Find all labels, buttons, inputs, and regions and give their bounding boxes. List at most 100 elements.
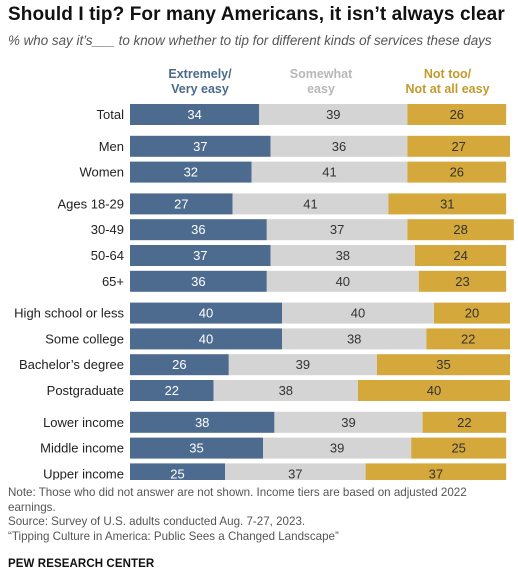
data-label-not-easy-upper-income: 37 <box>429 466 443 480</box>
bar-very-easy-upper-income <box>130 463 225 480</box>
data-label-very-easy-50-64: 37 <box>193 248 207 263</box>
legend-somewhat-easy-line1: Somewhat <box>289 67 353 81</box>
bar-somewhat-easy-total <box>259 104 408 125</box>
bar-somewhat-easy-bachelor-s-degree <box>228 354 377 376</box>
source-text: Source: Survey of U.S. adults conducted … <box>8 515 306 528</box>
bar-not-easy-some-college <box>426 328 510 350</box>
bar-very-easy-women <box>130 161 252 183</box>
category-label-some-college: Some college <box>45 331 124 346</box>
category-label-50-64: 50-64 <box>91 248 124 263</box>
legend-not-easy-line1: Not too/ <box>423 67 472 81</box>
bar-very-easy-bachelor-s-degree <box>130 354 229 376</box>
bar-somewhat-easy-50-64 <box>270 245 415 266</box>
bar-somewhat-easy-postgraduate <box>213 380 358 401</box>
bar-very-easy-30-49 <box>130 219 267 241</box>
bar-not-easy-upper-income <box>365 463 507 480</box>
chart-subtitle: % who say it’s___ to know whether to tip… <box>8 33 492 48</box>
category-label-bachelor-s-degree: Bachelor’s degree <box>19 357 124 372</box>
bar-very-easy-lower-income <box>130 411 275 433</box>
legend-not-easy: Not too/ Not at all easy <box>385 67 510 97</box>
bar-very-easy-high-school-or-less <box>130 302 282 324</box>
legend-very-easy-line1: Extremely/ <box>168 67 232 81</box>
data-label-not-easy-some-college: 22 <box>461 331 475 346</box>
bar-very-easy-men <box>130 135 271 157</box>
data-label-very-easy-bachelor-s-degree: 26 <box>172 357 186 372</box>
chart-title: Should I tip? For many Americans, it isn… <box>8 4 505 25</box>
category-label-30-49: 30-49 <box>91 222 124 237</box>
bar-not-easy-postgraduate <box>358 380 510 401</box>
category-label-65: 65+ <box>102 274 124 289</box>
data-label-very-easy-30-49: 36 <box>191 222 205 237</box>
data-label-somewhat-easy-women: 41 <box>322 165 336 180</box>
data-label-somewhat-easy-65: 40 <box>336 274 350 289</box>
bar-somewhat-easy-middle-income <box>263 437 412 459</box>
data-label-somewhat-easy-lower-income: 39 <box>341 415 355 430</box>
category-label-men: Men <box>99 139 124 154</box>
data-label-not-easy-50-64: 24 <box>453 248 467 263</box>
bar-somewhat-easy-ages-18-29 <box>232 193 389 215</box>
bar-not-easy-50-64 <box>415 245 507 266</box>
category-label-women: Women <box>79 165 124 180</box>
data-label-somewhat-easy-postgraduate: 38 <box>279 383 293 398</box>
legend-very-easy-line2: Very easy <box>171 82 229 96</box>
chart-notes: Note: Those who did not answer are not s… <box>8 486 510 544</box>
category-label-lower-income: Lower income <box>43 415 124 430</box>
note-text: Note: Those who did not answer are not s… <box>8 486 467 514</box>
legend-not-easy-line2: Not at all easy <box>405 82 490 96</box>
bar-not-easy-ages-18-29 <box>388 193 507 215</box>
data-label-somewhat-easy-total: 39 <box>326 107 340 122</box>
bar-very-easy-65 <box>130 270 267 292</box>
data-label-not-easy-ages-18-29: 31 <box>440 196 454 211</box>
category-label-total: Total <box>97 107 125 122</box>
bar-not-easy-30-49 <box>407 219 514 241</box>
data-label-somewhat-easy-bachelor-s-degree: 39 <box>296 357 310 372</box>
bar-very-easy-some-college <box>130 328 282 350</box>
category-label-high-school-or-less: High school or less <box>14 306 124 321</box>
bar-somewhat-easy-high-school-or-less <box>282 302 434 324</box>
data-label-very-easy-ages-18-29: 27 <box>174 196 188 211</box>
data-label-very-easy-high-school-or-less: 40 <box>199 306 213 321</box>
data-label-somewhat-easy-30-49: 37 <box>330 222 344 237</box>
bar-somewhat-easy-upper-income <box>225 463 366 480</box>
data-label-somewhat-easy-high-school-or-less: 40 <box>351 306 365 321</box>
bar-somewhat-easy-men <box>270 135 408 157</box>
bar-not-easy-bachelor-s-degree <box>377 354 510 376</box>
data-label-not-easy-bachelor-s-degree: 35 <box>436 357 450 372</box>
bar-somewhat-easy-lower-income <box>274 411 423 433</box>
bar-not-easy-women <box>407 161 507 183</box>
bar-somewhat-easy-some-college <box>282 328 427 350</box>
data-label-very-easy-total: 34 <box>187 107 201 122</box>
category-label-middle-income: Middle income <box>40 441 124 456</box>
data-label-not-easy-total: 26 <box>450 107 464 122</box>
bar-very-easy-50-64 <box>130 245 271 266</box>
bar-not-easy-middle-income <box>411 437 507 459</box>
data-label-very-easy-lower-income: 38 <box>195 415 209 430</box>
legend-somewhat-easy-line2: easy <box>307 82 335 96</box>
bar-very-easy-total <box>130 104 260 125</box>
data-label-very-easy-upper-income: 25 <box>170 466 184 480</box>
bar-not-easy-total <box>407 104 507 125</box>
data-label-somewhat-easy-upper-income: 37 <box>288 466 302 480</box>
category-label-ages-18-29: Ages 18-29 <box>58 196 125 211</box>
data-label-very-easy-65: 36 <box>191 274 205 289</box>
bar-somewhat-easy-30-49 <box>266 219 408 241</box>
bar-not-easy-65 <box>418 270 507 292</box>
data-label-not-easy-high-school-or-less: 20 <box>465 306 479 321</box>
bar-not-easy-lower-income <box>422 411 507 433</box>
category-label-postgraduate: Postgraduate <box>47 383 124 398</box>
data-label-very-easy-middle-income: 35 <box>189 441 203 456</box>
bar-somewhat-easy-65 <box>266 270 419 292</box>
data-label-somewhat-easy-ages-18-29: 41 <box>303 196 317 211</box>
data-label-not-easy-men: 27 <box>451 139 465 154</box>
category-label-upper-income: Upper income <box>43 466 124 480</box>
data-label-somewhat-easy-middle-income: 39 <box>330 441 344 456</box>
data-label-somewhat-easy-some-college: 38 <box>347 331 361 346</box>
data-label-very-easy-postgraduate: 22 <box>165 383 179 398</box>
bar-very-easy-middle-income <box>130 437 263 459</box>
data-label-not-easy-women: 26 <box>450 165 464 180</box>
data-label-not-easy-30-49: 28 <box>453 222 467 237</box>
bar-not-easy-men <box>407 135 510 157</box>
legend-very-easy: Extremely/ Very easy <box>140 67 260 97</box>
bar-not-easy-high-school-or-less <box>434 302 510 324</box>
